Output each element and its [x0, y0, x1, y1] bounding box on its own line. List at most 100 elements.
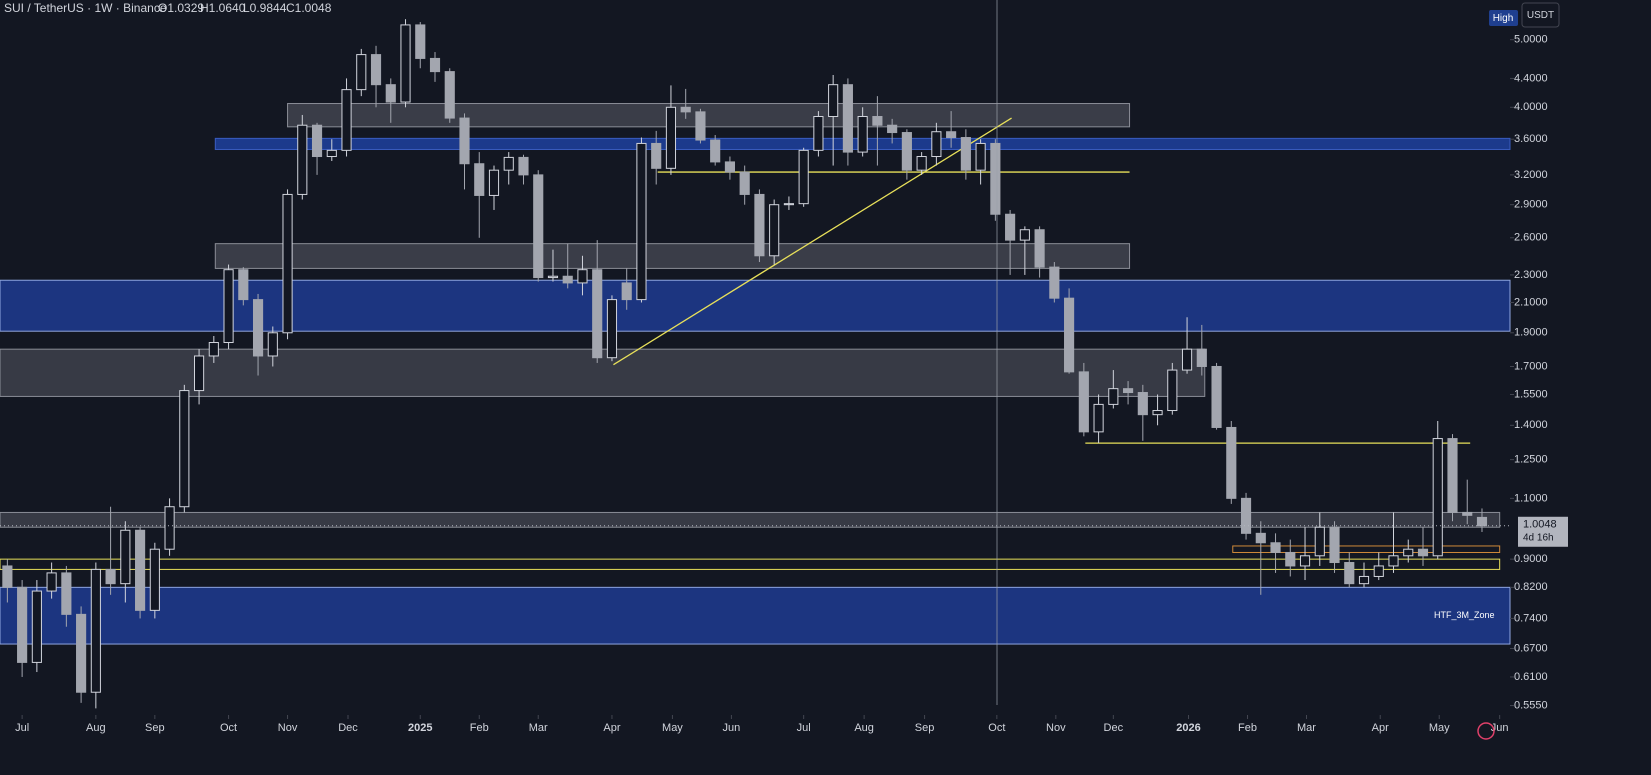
candle-body [429, 57, 441, 73]
ohlc-open: O1.0329 [158, 1, 204, 15]
x-tick-label: 2025 [408, 722, 432, 734]
zone [214, 243, 1131, 269]
y-tick-label: 1.2500 [1514, 454, 1548, 466]
candle-body [194, 355, 205, 392]
x-tick-label: Dec [338, 722, 358, 734]
x-tick-label: Jul [797, 722, 811, 734]
y-tick-label: 1.5500 [1514, 388, 1548, 400]
candle-body [946, 131, 957, 139]
candle-body [990, 142, 1001, 215]
candle-body [1373, 565, 1384, 577]
candle-body [960, 137, 971, 171]
y-tick-label: 0.5550 [1514, 699, 1548, 711]
candle-body [474, 163, 485, 196]
y-tick-label: 2.6000 [1514, 232, 1548, 244]
x-tick-label: Apr [1372, 722, 1389, 734]
candle-body [798, 149, 809, 205]
y-tick-label: 0.7400 [1514, 612, 1548, 624]
candle-body [813, 116, 824, 151]
candle-body [1447, 438, 1458, 513]
x-tick-label: Mar [529, 722, 548, 734]
y-tick-label: 1.4000 [1514, 419, 1548, 431]
candle-body [783, 203, 794, 206]
y-tick-label: 3.2000 [1514, 169, 1548, 181]
x-tick-label: Jun [723, 722, 741, 734]
candle-body [326, 149, 337, 158]
currency-button[interactable] [1521, 2, 1560, 28]
candle-body [1358, 575, 1370, 585]
high-tag: High [1493, 13, 1514, 24]
x-tick-label: May [662, 722, 683, 734]
candle-body [149, 548, 160, 611]
candle-body [120, 529, 131, 585]
y-tick-label: 2.9000 [1514, 199, 1548, 211]
countdown: 4d 16h [1523, 532, 1554, 543]
x-tick-label: 2026 [1176, 722, 1200, 734]
y-tick-label: 0.8200 [1514, 581, 1548, 593]
candle-body [1137, 392, 1148, 416]
candle-body [901, 132, 912, 171]
y-tick-label: 5.0000 [1514, 34, 1548, 46]
x-tick-label: Nov [278, 722, 298, 734]
symbol: SUI / TetherUS · 1W · Binance [4, 1, 167, 15]
candle-body [356, 54, 367, 91]
x-tick-label: Mar [1297, 722, 1316, 734]
candle-body [76, 613, 87, 693]
y-tick-label: 2.3000 [1514, 269, 1548, 281]
candle-body [606, 299, 618, 359]
candle-body [916, 156, 927, 171]
candle-body [1403, 548, 1414, 557]
candle-body [1123, 388, 1134, 394]
candle-body [1476, 516, 1488, 527]
candle-body [297, 124, 308, 195]
zone [0, 558, 1501, 570]
candle-body [1299, 555, 1311, 567]
x-tick-label: Aug [86, 722, 106, 734]
candle-body [444, 71, 455, 119]
x-tick-label: Apr [603, 722, 620, 734]
candle-body [547, 275, 559, 279]
y-tick-label: 0.6700 [1514, 642, 1548, 654]
candle-body [415, 24, 426, 59]
candle-body [105, 568, 116, 585]
candle-body [1005, 213, 1016, 241]
candle-body [282, 193, 293, 334]
candle-body [1462, 511, 1473, 516]
candle-body [1196, 348, 1207, 367]
y-tick-label: 1.7000 [1514, 360, 1548, 372]
x-tick-label: May [1429, 722, 1450, 734]
candle-body [975, 142, 986, 171]
candle-body [1064, 297, 1075, 373]
zone [0, 348, 1206, 397]
zone [287, 103, 1131, 128]
x-tick-label: Oct [988, 722, 1005, 734]
x-tick-label: Feb [1238, 722, 1257, 734]
candle-body [562, 275, 573, 284]
candle-body [488, 169, 500, 196]
candle-body [887, 124, 898, 134]
candle-body [518, 156, 529, 176]
x-tick-label: Dec [1104, 722, 1124, 734]
candle-body [1034, 229, 1045, 268]
zone [1232, 545, 1501, 553]
ohlc-close: C1.0048 [286, 1, 332, 15]
y-tick-label: 2.1000 [1514, 296, 1548, 308]
candle-body [1167, 369, 1178, 412]
candle-body [1329, 526, 1340, 564]
zone [0, 586, 1511, 645]
trend-line [613, 117, 1012, 366]
logo-icon[interactable] [1477, 722, 1495, 740]
candle-body [577, 269, 588, 284]
candle-body [1211, 365, 1222, 428]
candle-body [341, 89, 352, 151]
candle-body [1314, 526, 1325, 557]
candle-body [1108, 388, 1119, 405]
candle-body [1432, 438, 1443, 557]
candle-body [1344, 562, 1355, 585]
x-tick-label: Feb [470, 722, 489, 734]
candle-body [533, 174, 544, 279]
candle-body [267, 332, 278, 357]
currency[interactable]: USDT [1527, 10, 1554, 21]
